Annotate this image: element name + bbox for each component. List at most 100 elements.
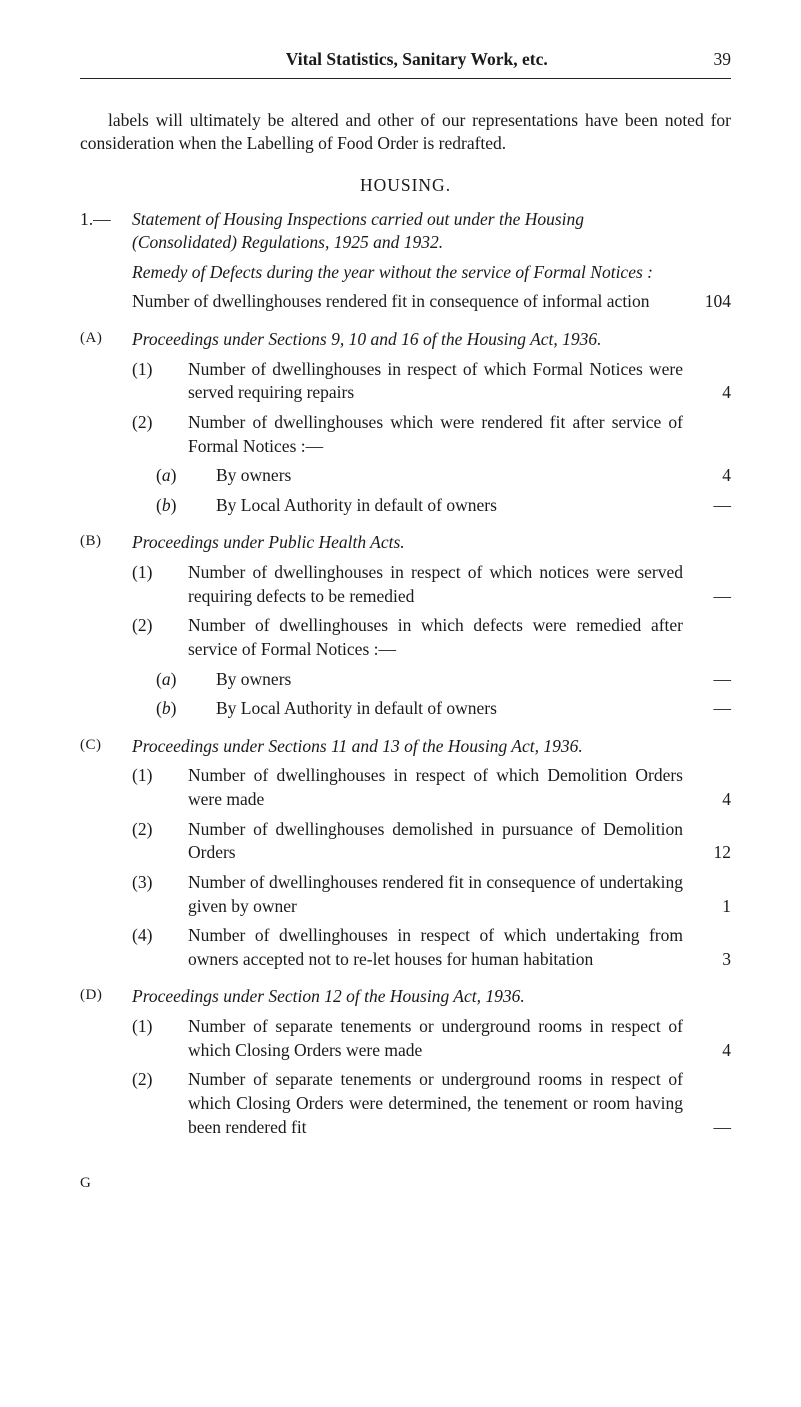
informal-action-text: Number of dwellinghouses rendered fit in…: [132, 290, 683, 314]
sub-item-marker: (b): [186, 697, 216, 721]
item-text: (2) Number of separate tenements or unde…: [132, 1068, 683, 1139]
running-title: Vital Statistics, Sanitary Work, etc.: [80, 48, 714, 72]
item-value: —: [683, 1116, 731, 1140]
sub-item-text: (b) By Local Authority in default of own…: [132, 494, 683, 518]
list-item: (1) Number of dwellinghouses in respect …: [132, 764, 731, 811]
remedy-heading: Remedy of Defects during the year withou…: [132, 261, 731, 285]
housing-heading: HOUSING.: [80, 174, 731, 198]
informal-action-value: 104: [683, 290, 731, 314]
item-text: (1) Number of dwellinghouses in respect …: [132, 764, 683, 811]
section-1-title-line1: Statement of Housing Inspections carried…: [132, 209, 584, 229]
sub-item-body: By Local Authority in default of owners: [216, 495, 497, 515]
signature-mark: G: [80, 1173, 731, 1193]
item-text: (1) Number of dwellinghouses in respect …: [132, 358, 683, 405]
item-body: Number of dwellinghouses in respect of w…: [188, 359, 683, 403]
sub-item-text: (b) By Local Authority in default of own…: [132, 697, 683, 721]
item-number: (1): [160, 358, 188, 382]
informal-action-row: Number of dwellinghouses rendered fit in…: [132, 290, 731, 314]
item-value: —: [683, 585, 731, 609]
section-b-title: Proceedings under Public Health Acts.: [132, 531, 731, 555]
sub-item: (b) By Local Authority in default of own…: [132, 697, 731, 721]
item-value: 3: [683, 948, 731, 972]
sub-item: (b) By Local Authority in default of own…: [132, 494, 731, 518]
section-b-marker: (B): [80, 531, 132, 551]
item-number: (4): [160, 924, 188, 948]
section-d-body: Proceedings under Section 12 of the Hous…: [132, 985, 731, 1145]
item-number: (1): [160, 1015, 188, 1039]
item-body: Number of dwellinghouses in respect of w…: [188, 562, 683, 606]
sub-item: (a) By owners—: [132, 668, 731, 692]
sub-item-value: 4: [683, 464, 731, 488]
sub-item-body: By Local Authority in default of owners: [216, 698, 497, 718]
sub-item-text: (a) By owners: [132, 464, 683, 488]
section-a-body: Proceedings under Sections 9, 10 and 16 …: [132, 328, 731, 523]
running-header: Vital Statistics, Sanitary Work, etc. 39: [80, 48, 731, 72]
item-number: (2): [160, 818, 188, 842]
item-body: Number of dwellinghouses in which defect…: [188, 615, 683, 659]
section-1-title: Statement of Housing Inspections carried…: [132, 208, 731, 255]
section-1-title-line2b: 1925 and 1932.: [329, 232, 443, 252]
item-body: Number of dwellinghouses rendered fit in…: [188, 872, 683, 916]
item-text: (2) Number of dwellinghouses in which de…: [132, 614, 683, 661]
section-c: (C) Proceedings under Sections 11 and 13…: [80, 735, 731, 978]
list-item: (2) Number of dwellinghouses demolished …: [132, 818, 731, 865]
sub-item-value: —: [683, 697, 731, 721]
item-number: (2): [160, 411, 188, 435]
section-c-title: Proceedings under Sections 11 and 13 of …: [132, 735, 731, 759]
section-d-marker: (D): [80, 985, 132, 1005]
sub-item-value: —: [683, 668, 731, 692]
item-body: Number of dwellinghouses which were rend…: [188, 412, 683, 456]
section-1-body: Statement of Housing Inspections carried…: [132, 208, 731, 321]
item-text: (3) Number of dwellinghouses rendered fi…: [132, 871, 683, 918]
section-1-marker: 1.—: [80, 208, 132, 232]
section-1-title-line2a: (Consolidated) Regulations,: [132, 232, 329, 252]
list-item: (1) Number of dwellinghouses in respect …: [132, 358, 731, 405]
list-item: (3) Number of dwellinghouses rendered fi…: [132, 871, 731, 918]
section-d-title: Proceedings under Section 12 of the Hous…: [132, 985, 731, 1009]
remedy-text: Remedy of Defects during the year withou…: [132, 262, 653, 282]
item-body: Number of separate tenements or undergro…: [188, 1069, 683, 1136]
item-text: (4) Number of dwellinghouses in respect …: [132, 924, 683, 971]
sub-item-marker: (a): [186, 668, 216, 692]
section-c-body: Proceedings under Sections 11 and 13 of …: [132, 735, 731, 978]
page-number: 39: [714, 48, 732, 72]
item-value: 4: [683, 1039, 731, 1063]
list-item: (4) Number of dwellinghouses in respect …: [132, 924, 731, 971]
item-text: (2) Number of dwellinghouses which were …: [132, 411, 683, 458]
section-c-marker: (C): [80, 735, 132, 755]
sub-item-text: (a) By owners: [132, 668, 683, 692]
section-a-marker: (A): [80, 328, 132, 348]
item-text: (2) Number of dwellinghouses demolished …: [132, 818, 683, 865]
list-item: (2) Number of separate tenements or unde…: [132, 1068, 731, 1139]
header-rule: [80, 78, 731, 79]
item-number: (1): [160, 561, 188, 585]
item-text: (1) Number of dwellinghouses in respect …: [132, 561, 683, 608]
list-item: (1) Number of dwellinghouses in respect …: [132, 561, 731, 608]
section-a: (A) Proceedings under Sections 9, 10 and…: [80, 328, 731, 523]
item-body: Number of dwellinghouses in respect of w…: [188, 765, 683, 809]
sub-item-value: —: [683, 494, 731, 518]
section-d: (D) Proceedings under Section 12 of the …: [80, 985, 731, 1145]
item-body: Number of dwellinghouses in respect of w…: [188, 925, 683, 969]
item-value: 12: [683, 841, 731, 865]
item-body: Number of dwellinghouses demolished in p…: [188, 819, 683, 863]
sub-item-body: By owners: [216, 669, 291, 689]
section-b: (B) Proceedings under Public Health Acts…: [80, 531, 731, 726]
item-number: (2): [160, 1068, 188, 1092]
item-value: 4: [683, 788, 731, 812]
list-item: (1) Number of separate tenements or unde…: [132, 1015, 731, 1062]
item-text: (1) Number of separate tenements or unde…: [132, 1015, 683, 1062]
section-b-body: Proceedings under Public Health Acts. (1…: [132, 531, 731, 726]
section-a-title: Proceedings under Sections 9, 10 and 16 …: [132, 328, 731, 352]
sub-item-marker: (b): [186, 494, 216, 518]
item-body: Number of separate tenements or undergro…: [188, 1016, 683, 1060]
sub-item-body: By owners: [216, 465, 291, 485]
item-value: 4: [683, 381, 731, 405]
item-value: 1: [683, 895, 731, 919]
sub-item: (a) By owners4: [132, 464, 731, 488]
item-number: (1): [160, 764, 188, 788]
sub-item-marker: (a): [186, 464, 216, 488]
list-item: (2) Number of dwellinghouses in which de…: [132, 614, 731, 661]
section-1: 1.— Statement of Housing Inspections car…: [80, 208, 731, 321]
intro-paragraph: labels will ultimately be altered and ot…: [80, 109, 731, 156]
